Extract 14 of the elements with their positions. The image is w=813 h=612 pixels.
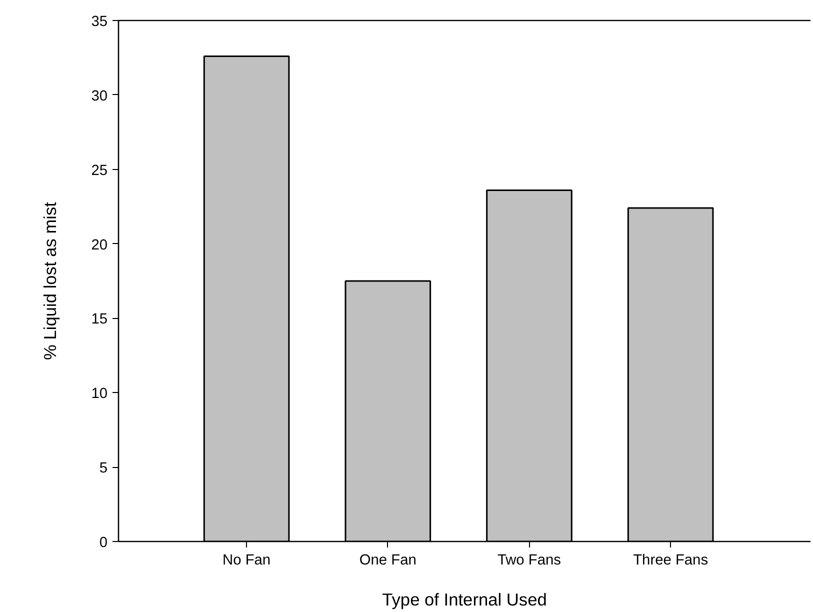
x-tick-label: One Fan [359, 552, 416, 568]
y-axis-title: % Liquid lost as mist [40, 202, 60, 360]
y-tick-label: 0 [99, 535, 108, 551]
y-tick-label: 25 [91, 162, 108, 179]
y-tick-label: 35 [91, 14, 108, 30]
y-tick-label: 20 [91, 237, 108, 254]
x-tick-label: No Fan [222, 552, 271, 568]
y-tick-label: 15 [91, 312, 108, 328]
y-tick-label: 5 [99, 460, 108, 477]
x-axis-title: Type of Internal Used [382, 590, 547, 610]
x-tick-label: Three Fans [633, 552, 708, 568]
y-tick-label: 10 [91, 386, 108, 402]
y-tick-label: 30 [91, 88, 108, 104]
x-tick-label: Two Fans [497, 552, 562, 568]
